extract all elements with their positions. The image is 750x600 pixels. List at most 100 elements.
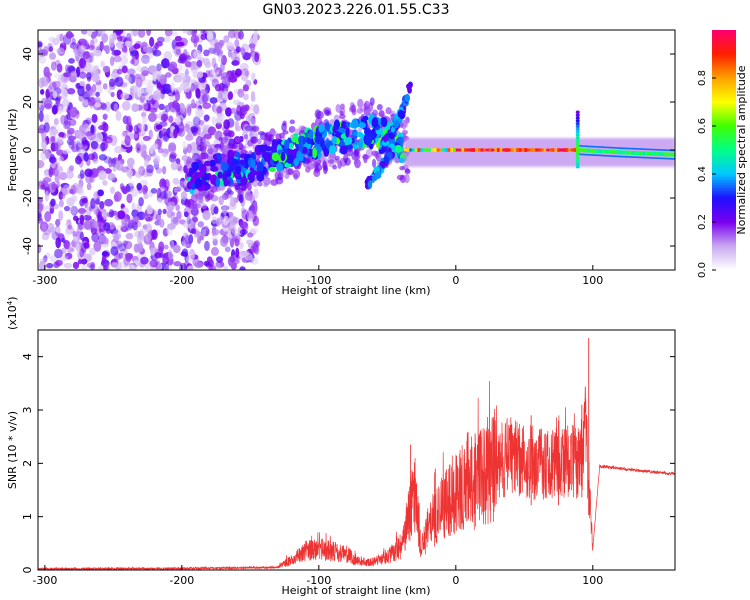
band-segment	[524, 148, 528, 152]
band-segment	[472, 148, 476, 152]
noise-blob	[38, 260, 47, 270]
noise-blob	[43, 99, 53, 110]
noise-blob	[53, 117, 59, 126]
noise-blob	[138, 165, 146, 177]
trace-blob	[210, 166, 219, 172]
noise-blob	[112, 32, 117, 41]
noise-blob	[203, 114, 210, 122]
noise-blob	[104, 136, 113, 144]
noise-blob	[62, 184, 71, 196]
noise-blob	[216, 48, 224, 57]
band-segment	[625, 150, 629, 155]
noise-blob	[217, 53, 224, 63]
noise-blob	[150, 188, 158, 194]
noise-blob	[211, 78, 220, 88]
noise-blob	[162, 166, 167, 175]
noise-blob	[133, 124, 139, 134]
noise-blob	[102, 209, 108, 221]
noise-blob	[179, 53, 186, 63]
noise-blob	[251, 91, 256, 100]
noise-blob	[79, 71, 87, 79]
noise-blob	[61, 98, 70, 107]
noise-blob	[225, 107, 232, 117]
noise-blob	[190, 82, 195, 92]
noise-blob	[64, 227, 72, 237]
noise-blob	[135, 143, 141, 154]
noise-blob	[244, 125, 254, 132]
band-segment	[642, 151, 646, 156]
band-edge	[587, 154, 591, 156]
spectrogram-x-label: Height of straight line (km)	[281, 284, 430, 297]
noise-blob	[213, 206, 219, 215]
noise-blob	[102, 122, 109, 132]
noise-blob	[65, 31, 74, 39]
band-segment	[601, 149, 605, 154]
spectrogram-x-tick-label: 0	[452, 274, 459, 287]
noise-blob	[245, 79, 252, 88]
spike-blob	[575, 124, 580, 129]
colorbar-ticks: 0.0 0.2 0.4 0.6 0.8	[697, 70, 716, 278]
noise-blob	[75, 155, 82, 165]
noise-blob	[136, 211, 146, 221]
trace-blob	[396, 136, 405, 145]
noise-blob	[143, 103, 152, 112]
noise-blob	[140, 256, 149, 265]
halo-blob	[314, 167, 320, 174]
noise-blob	[209, 97, 218, 104]
noise-blob	[115, 266, 120, 270]
trace-blob	[318, 123, 325, 133]
noise-blob	[120, 226, 129, 233]
band-edge	[595, 154, 599, 157]
band-segment	[647, 151, 651, 156]
noise-blob	[251, 210, 257, 216]
halo-blob	[203, 140, 211, 147]
noise-blob	[103, 265, 108, 270]
snr-x-tick-label: -300	[32, 574, 57, 587]
noise-blob	[134, 171, 143, 178]
noise-blob	[38, 217, 44, 224]
noise-blob	[146, 164, 154, 174]
noise-blob	[136, 142, 141, 152]
noise-blob	[252, 242, 259, 254]
noise-blob	[154, 252, 162, 259]
noise-blob	[152, 49, 162, 57]
noise-blob	[103, 222, 111, 232]
snr-y-multiplier: (x104)	[6, 296, 19, 330]
colorbar-tick-label: 0.4	[697, 166, 708, 182]
noise-blob	[187, 105, 192, 117]
band-segment	[653, 151, 657, 156]
spectrogram-y-tick-label: 40	[21, 47, 34, 61]
spike-blob	[575, 147, 580, 152]
band-edge	[592, 145, 596, 148]
noise-blob	[136, 182, 142, 191]
band-segment	[491, 148, 495, 152]
noise-blob	[110, 72, 120, 78]
noise-blob	[172, 100, 179, 109]
band-segment	[518, 148, 522, 152]
noise-blob	[117, 210, 126, 220]
band-segment	[664, 152, 668, 157]
noise-blob	[121, 100, 131, 111]
noise-blob	[93, 241, 102, 252]
noise-blob	[199, 124, 209, 130]
band-edge	[672, 158, 675, 160]
noise-blob	[167, 249, 173, 260]
noise-blob	[123, 45, 128, 54]
noise-blob	[130, 49, 139, 57]
trace-blob	[271, 145, 278, 153]
noise-blob	[157, 147, 164, 154]
noise-blob	[41, 223, 47, 232]
spectrogram-y-ticks: -40 -20 0 20 40	[21, 47, 675, 255]
noise-blob	[56, 105, 63, 115]
halo-blob	[329, 155, 337, 161]
noise-blob	[239, 241, 244, 250]
noise-blob	[98, 265, 104, 270]
noise-blob	[180, 191, 188, 200]
noise-blob	[83, 152, 89, 162]
noise-blob	[149, 259, 159, 268]
noise-blob	[129, 87, 134, 95]
trace-blob	[351, 118, 359, 129]
halo-blob	[374, 150, 380, 159]
noise-blob	[50, 142, 56, 152]
noise-blob	[41, 139, 48, 151]
